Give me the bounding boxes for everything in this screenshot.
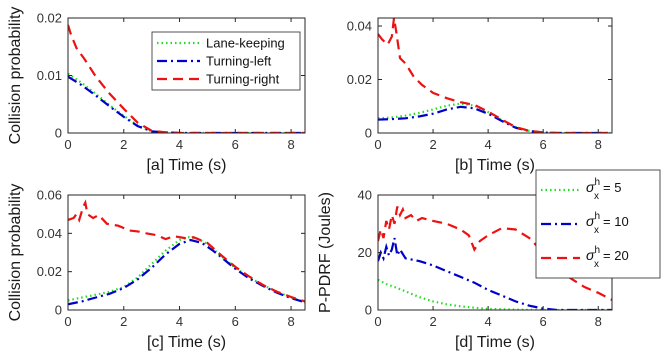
legend-label-3-1: σh x= 10 — [586, 211, 629, 236]
legend-label-0-0: Lane-keeping — [206, 36, 285, 51]
x-tick-label-3-4: 8 — [595, 314, 602, 329]
x-tick-label-1-0: 0 — [374, 137, 381, 152]
y-axis-label-2: Collision probability — [7, 184, 24, 322]
x-tick-label-3-2: 4 — [485, 314, 492, 329]
x-tick-label-3-0: 0 — [374, 314, 381, 329]
y-tick-label-0-2: 0.02 — [37, 11, 62, 26]
legend-label-3-0: σh x= 5 — [586, 177, 621, 202]
y-tick-label-3-1: 20 — [358, 245, 372, 260]
y-tick-label-3-0: 0 — [365, 303, 372, 318]
y-tick-label-3-2: 40 — [358, 188, 372, 203]
chart-1: 0 2 4 6 8 0 0.02 0.04 [b] Time (s) — [347, 17, 613, 174]
x-tick-label-2-4: 8 — [287, 314, 294, 329]
x-tick-label-3-3: 6 — [540, 314, 547, 329]
axes-box-2 — [67, 194, 306, 311]
x-tick-label-2-2: 4 — [176, 314, 183, 329]
y-tick-label-2-3: 0.06 — [37, 188, 62, 203]
axes-box-1 — [377, 17, 613, 134]
x-tick-label-2-3: 6 — [232, 314, 239, 329]
series-line-2-1 — [68, 238, 305, 306]
x-tick-label-2-0: 0 — [64, 314, 71, 329]
x-tick-label-1-1: 2 — [429, 137, 436, 152]
x-axis-label-3: [d] Time (s) — [455, 334, 535, 351]
x-tick-label-1-3: 6 — [540, 137, 547, 152]
y-tick-label-2-1: 0.02 — [37, 264, 62, 279]
legend-label-0-1: Turning-left — [206, 54, 272, 69]
y-tick-label-1-0: 0 — [365, 126, 372, 141]
y-tick-label-2-2: 0.04 — [37, 226, 62, 241]
x-tick-label-1-2: 4 — [485, 137, 492, 152]
y-axis-label-3: P-PDRF (Joules) — [317, 192, 334, 313]
x-axis-label-1: [b] Time (s) — [455, 157, 535, 174]
legend-0: Lane-keeping Turning-left Turning-right — [151, 31, 301, 91]
chart-2: 0 2 4 6 8 0 0.02 0.04 0.06 [c] Time (s) Collision … — [7, 184, 306, 351]
legend-box-0 — [151, 31, 301, 91]
series-line-1-1 — [378, 105, 612, 133]
series-line-3-1 — [378, 237, 612, 310]
x-axis-label-2: [c] Time (s) — [147, 334, 226, 351]
y-tick-label-0-1: 0.01 — [37, 68, 62, 83]
y-tick-label-1-1: 0.02 — [347, 72, 372, 87]
y-tick-label-2-0: 0 — [55, 303, 62, 318]
x-tick-label-3-1: 2 — [429, 314, 436, 329]
series-line-3-0 — [378, 278, 612, 310]
y-tick-label-0-0: 0 — [55, 126, 62, 141]
legend-label-3-2: σh x= 20 — [586, 245, 629, 270]
series-line-2-2 — [68, 199, 305, 303]
series-line-1-0 — [378, 102, 612, 133]
legend-3: σh x= 5 σh x= 10 σh x= 20 — [535, 169, 661, 279]
x-tick-label-2-1: 2 — [120, 314, 127, 329]
y-axis-label-0: Collision probability — [7, 7, 24, 145]
x-tick-label-0-4: 8 — [287, 137, 294, 152]
x-tick-label-0-2: 4 — [176, 137, 183, 152]
y-tick-label-1-2: 0.04 — [347, 19, 372, 34]
x-axis-label-0: [a] Time (s) — [146, 157, 226, 174]
legend-label-0-2: Turning-right — [206, 72, 280, 87]
series-line-2-0 — [68, 236, 305, 304]
series-line-1-2 — [378, 18, 612, 133]
x-tick-label-1-4: 8 — [595, 137, 602, 152]
chart-3: 0 2 4 6 8 0 20 40 [d] Time (s) P-PDRF (Joules) σh x… — [317, 169, 661, 351]
x-tick-label-0-0: 0 — [64, 137, 71, 152]
chart-0: 0 2 4 6 8 0 0.01 0.02 [a] Time (s) Collision prob… — [7, 7, 306, 174]
x-tick-label-0-3: 6 — [232, 137, 239, 152]
x-tick-label-0-1: 2 — [120, 137, 127, 152]
